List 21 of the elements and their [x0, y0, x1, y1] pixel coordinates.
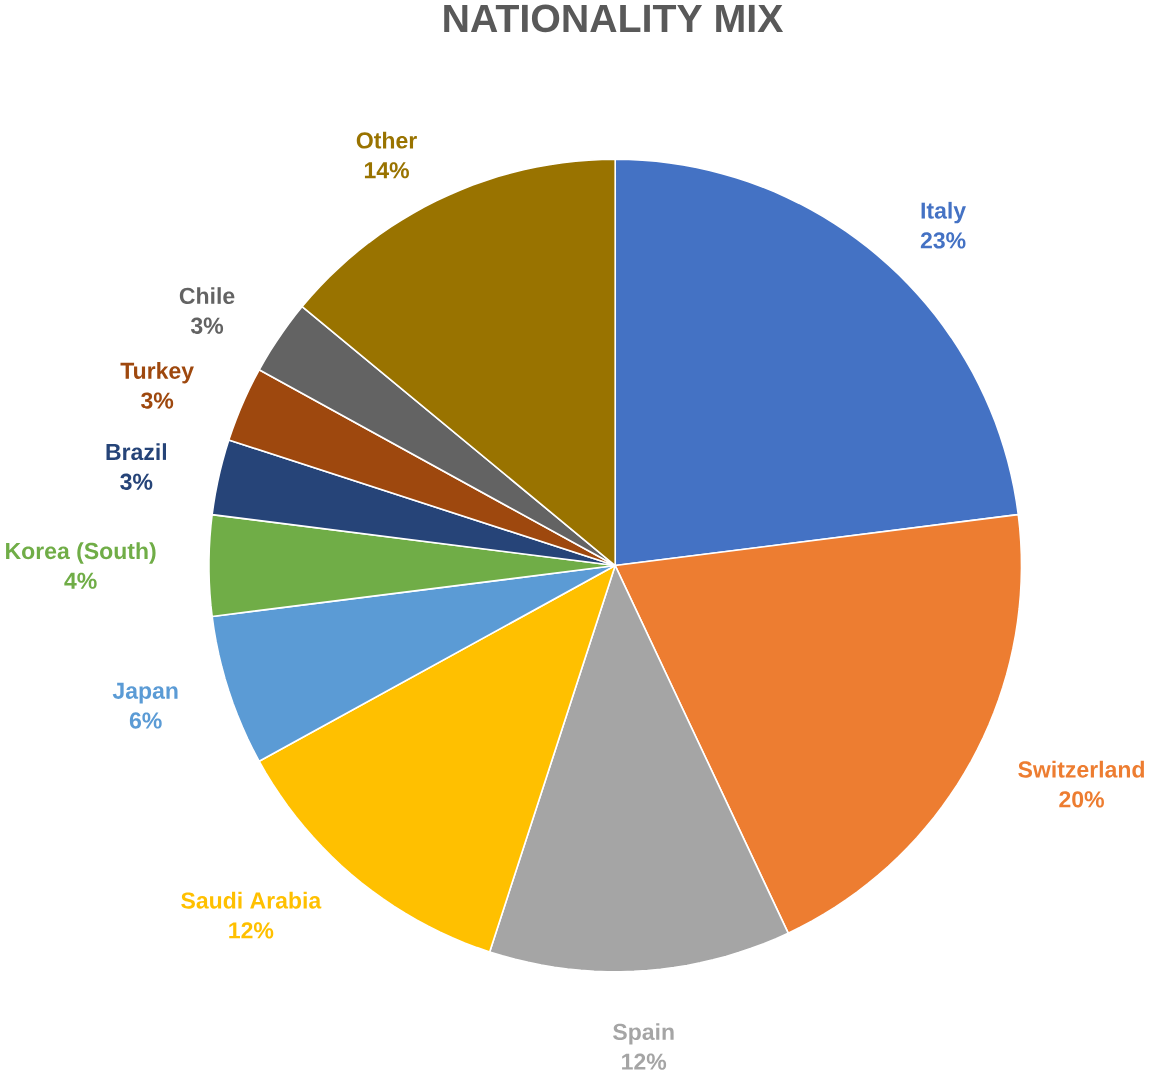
slice-label: Italy [921, 201, 966, 224]
slice-label: Saudi Arabia [181, 891, 322, 909]
data-label: 3% [190, 317, 224, 334]
slice-label: Korea (South) [6, 542, 156, 564]
slice-label: Japan [112, 682, 178, 704]
data-label: 23% [920, 232, 966, 249]
data-label: 6% [129, 712, 162, 729]
slice-label: Other [356, 131, 417, 149]
slice-label: Brazil [106, 443, 167, 460]
slice-label: Chile [179, 287, 235, 304]
slice-label: Turkey [120, 361, 194, 384]
slice-label: Switzerland [1018, 760, 1144, 778]
data-label: 20% [1059, 791, 1104, 808]
data-label: 14% [364, 162, 409, 179]
data-label: 4% [64, 572, 97, 589]
data-label: 12% [229, 922, 274, 939]
data-label: 12% [622, 1053, 667, 1070]
chart-title: NATIONALITY MIX [444, 4, 784, 33]
data-label: 3% [141, 392, 174, 409]
slice-label: Spain [613, 1023, 674, 1045]
data-label: 3% [120, 473, 153, 490]
